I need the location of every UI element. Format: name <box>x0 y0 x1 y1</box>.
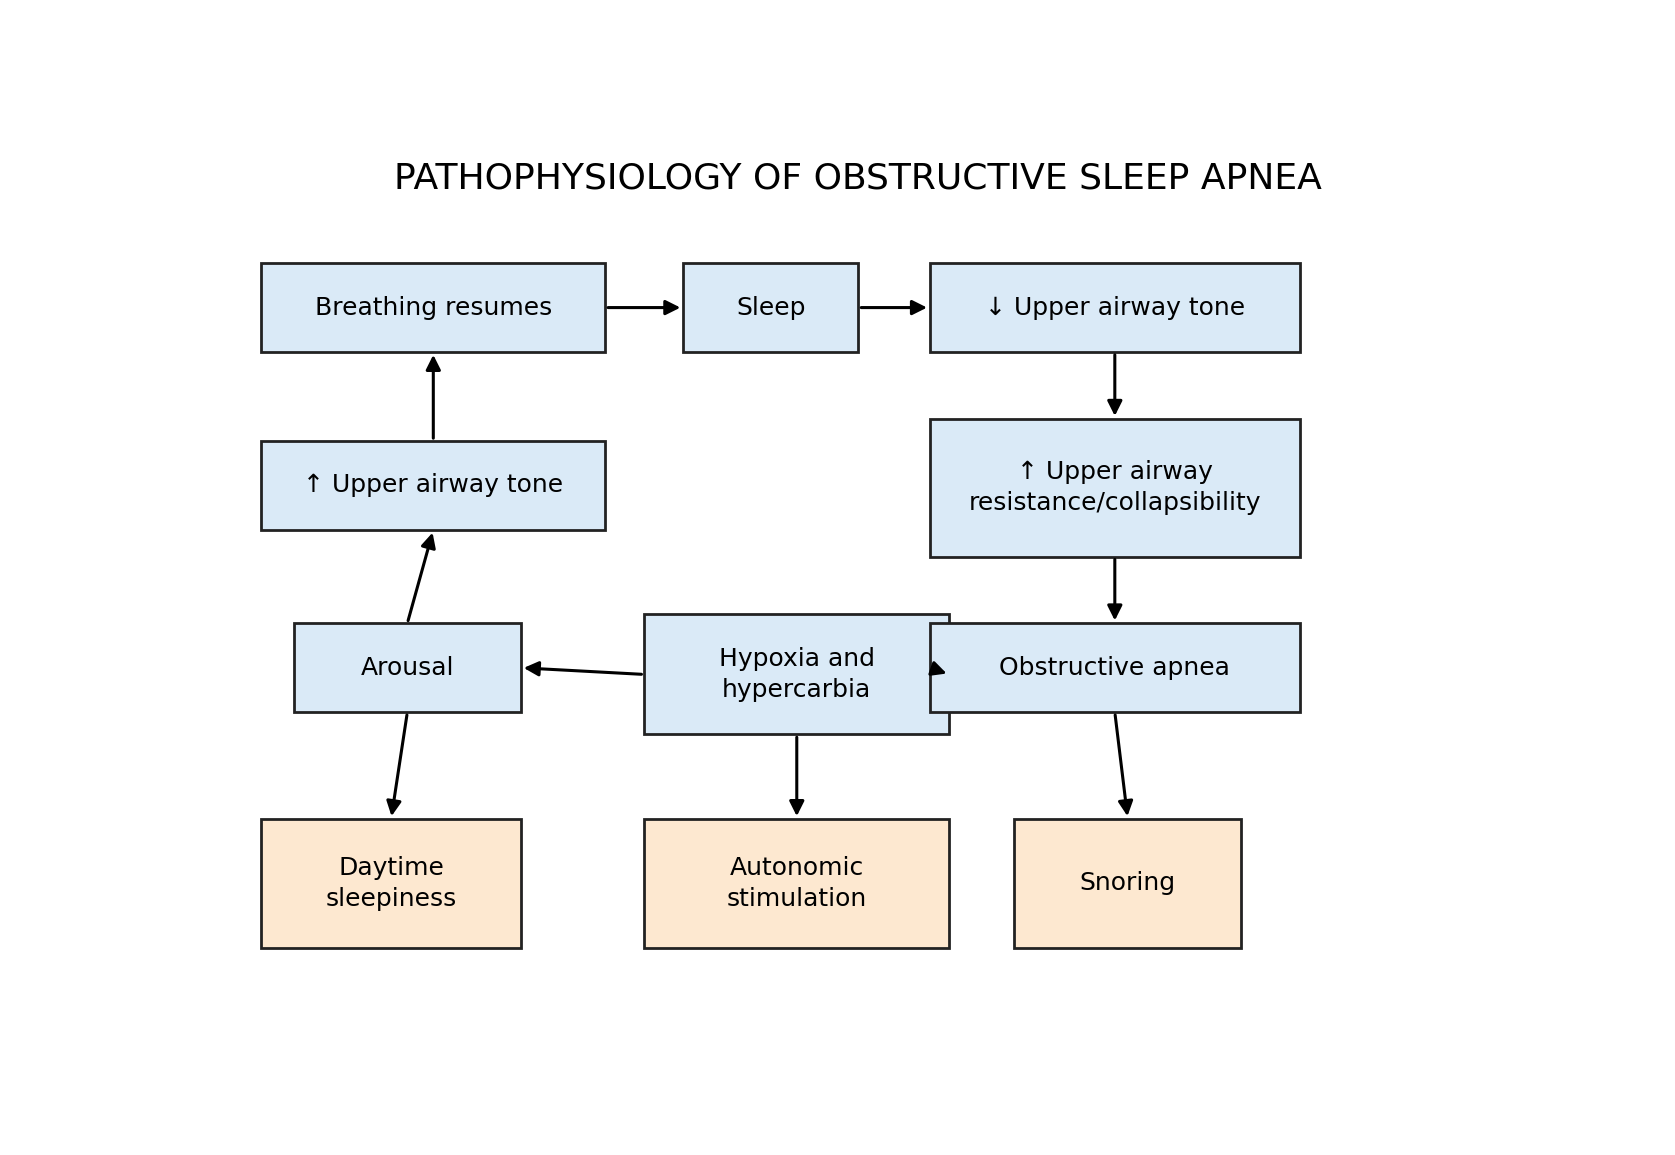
FancyBboxPatch shape <box>930 624 1300 713</box>
Text: Arousal: Arousal <box>360 656 454 680</box>
Text: Sleep: Sleep <box>735 296 806 320</box>
FancyBboxPatch shape <box>261 263 605 352</box>
Text: ↓ Upper airway tone: ↓ Upper airway tone <box>985 296 1245 320</box>
FancyBboxPatch shape <box>683 263 858 352</box>
Text: Snoring: Snoring <box>1080 871 1176 895</box>
FancyBboxPatch shape <box>261 819 521 948</box>
Text: Obstructive apnea: Obstructive apnea <box>1000 656 1229 680</box>
Text: ↑ Upper airway tone: ↑ Upper airway tone <box>303 474 563 498</box>
FancyBboxPatch shape <box>293 624 521 713</box>
Text: PATHOPHYSIOLOGY OF OBSTRUCTIVE SLEEP APNEA: PATHOPHYSIOLOGY OF OBSTRUCTIVE SLEEP APN… <box>395 162 1322 195</box>
FancyBboxPatch shape <box>645 614 950 735</box>
FancyBboxPatch shape <box>1015 819 1241 948</box>
FancyBboxPatch shape <box>645 819 950 948</box>
FancyBboxPatch shape <box>930 263 1300 352</box>
FancyBboxPatch shape <box>261 441 605 530</box>
FancyBboxPatch shape <box>930 419 1300 557</box>
Text: Breathing resumes: Breathing resumes <box>315 296 553 320</box>
Text: ↑ Upper airway
resistance/collapsibility: ↑ Upper airway resistance/collapsibility <box>968 460 1261 515</box>
Text: Daytime
sleepiness: Daytime sleepiness <box>325 856 457 911</box>
Text: Hypoxia and
hypercarbia: Hypoxia and hypercarbia <box>719 647 874 702</box>
Text: Autonomic
stimulation: Autonomic stimulation <box>727 856 868 911</box>
